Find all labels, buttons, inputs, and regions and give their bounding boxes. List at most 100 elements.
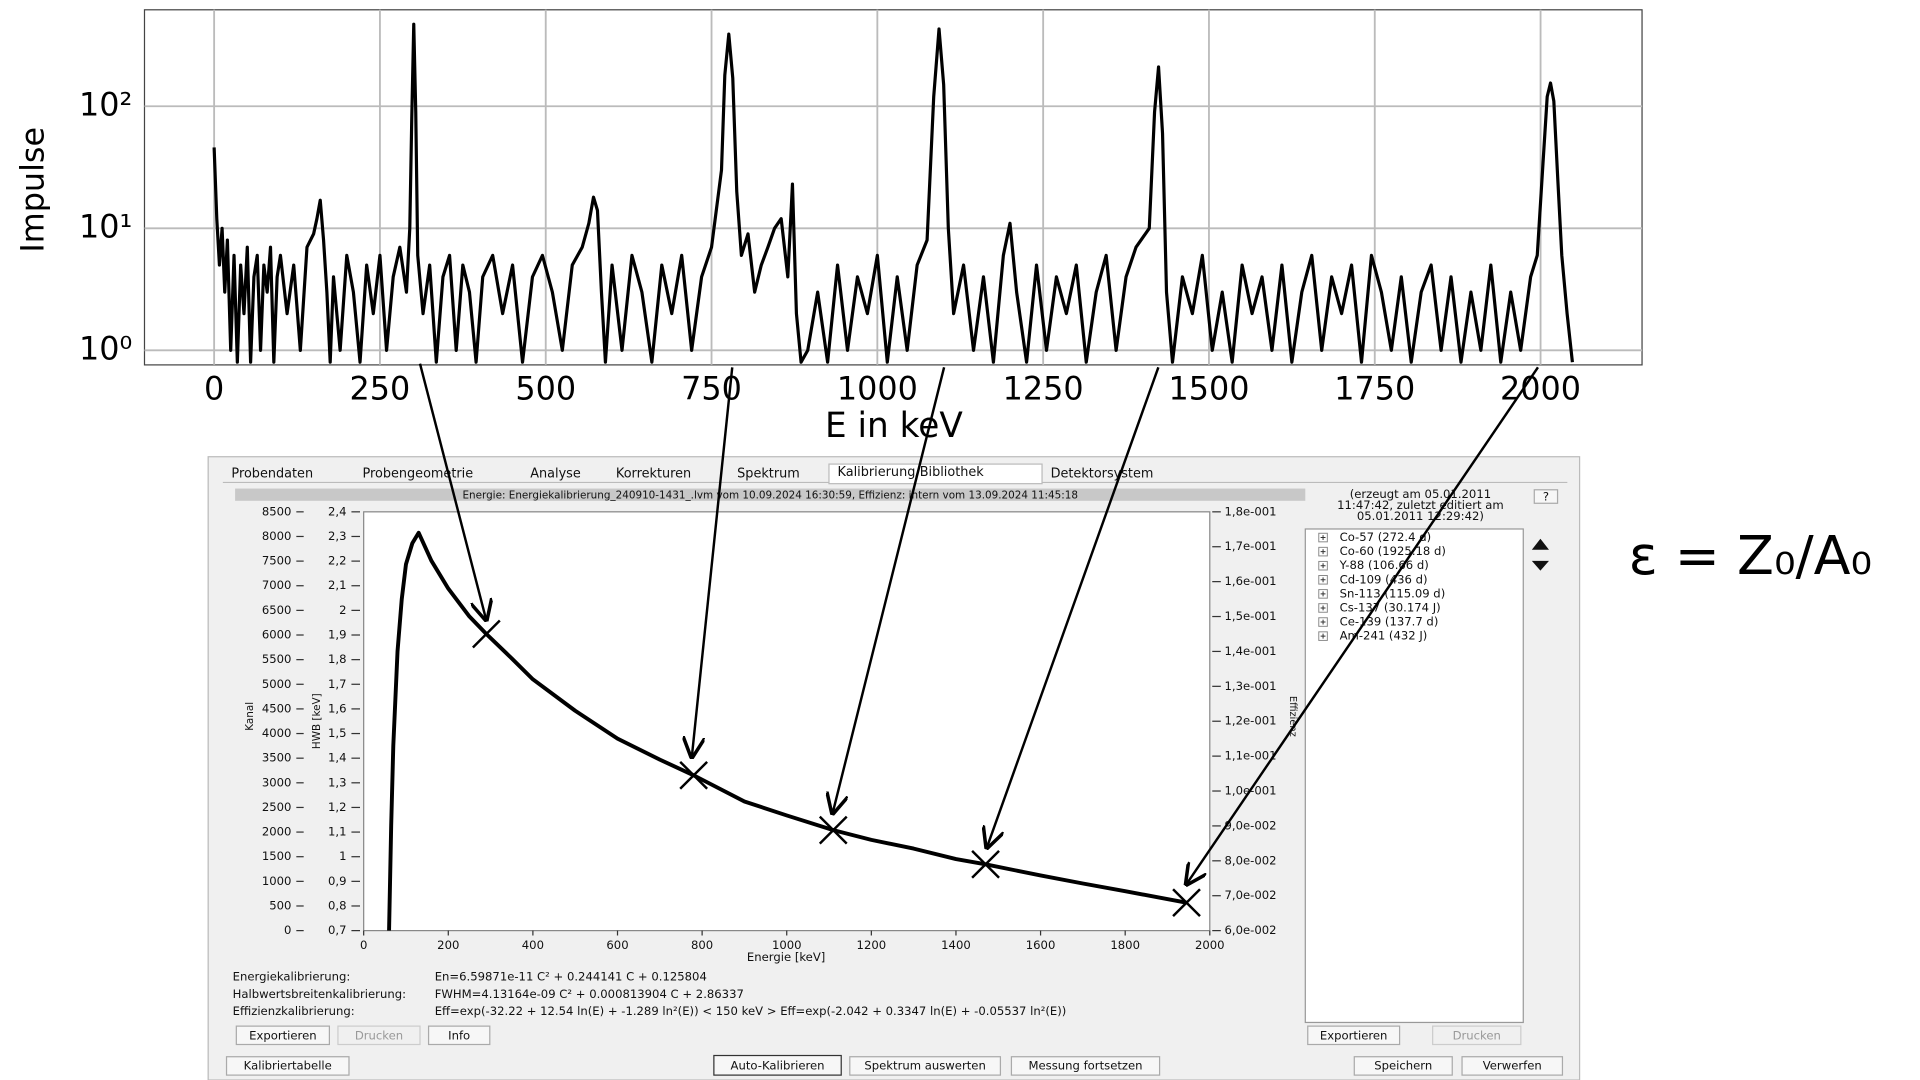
y-axis-label: Impulse — [13, 127, 51, 253]
button-label[interactable]: Kalibriertabelle — [244, 1058, 332, 1072]
y-tick-label: 1,9 — [328, 628, 347, 642]
expander-plus — [1320, 577, 1326, 583]
y-tick-label: 7,0e-002 — [1224, 888, 1276, 902]
formula: FWHM=4.13164e-09 C² + 0.000813904 C + 2.… — [435, 987, 744, 1001]
y-tick-label: 1,1e-001 — [1224, 749, 1276, 763]
library-item[interactable]: Cs-137 (30.174 J) — [1340, 600, 1441, 614]
x-tick-label: 400 — [522, 938, 544, 952]
button-label[interactable]: Messung fortsetzen — [1028, 1058, 1142, 1072]
y-tick-label: 2,3 — [328, 529, 347, 543]
scroll-arrows[interactable] — [1531, 538, 1549, 571]
button[interactable] — [1432, 1025, 1522, 1046]
data-marker — [679, 760, 708, 790]
button-label[interactable]: Speichern — [1374, 1058, 1432, 1072]
y-axis-label: Kanal — [244, 702, 256, 731]
data-marker — [971, 849, 1000, 879]
x-tick-label: 2000 — [1500, 370, 1581, 408]
button-label[interactable]: Auto-Kalibrieren — [731, 1058, 825, 1072]
help-label[interactable]: ? — [1543, 490, 1549, 504]
library-item[interactable]: Co-57 (272.4 d) — [1340, 530, 1432, 544]
y-tick-label: 5000 — [262, 677, 292, 691]
arrow — [692, 367, 734, 756]
library-item[interactable]: Cd-109 (436 d) — [1340, 572, 1428, 586]
library-note: 05.01.2011 12:29:42) — [1357, 509, 1484, 523]
x-tick-label: 0 — [204, 370, 224, 408]
y-tick-label: 1,1 — [328, 825, 347, 839]
library-item[interactable]: Ce-139 (137.7 d) — [1340, 615, 1439, 629]
y-tick-label: 1500 — [262, 849, 292, 863]
expander-plus — [1320, 591, 1326, 597]
button[interactable] — [1010, 1056, 1161, 1076]
y-tick-label: 6,0e-002 — [1224, 923, 1276, 937]
info-bar — [235, 488, 1306, 501]
arrow — [987, 366, 1160, 847]
y-tick-label: 9,0e-002 — [1224, 818, 1276, 832]
button[interactable] — [1307, 1025, 1401, 1046]
button[interactable] — [713, 1054, 842, 1076]
expander-plus — [1320, 563, 1326, 569]
y-tick-label: 1,7 — [328, 677, 347, 691]
y-tick-label: 3000 — [262, 775, 292, 789]
y-tick-label: 1,5 — [328, 726, 347, 740]
x-tick-label: 250 — [350, 370, 411, 408]
tab[interactable]: Analyse — [530, 466, 581, 481]
y2-axis-label: Effizienz — [1287, 696, 1298, 737]
y-tick-label: 1000 — [262, 874, 292, 888]
button-label[interactable]: Spektrum auswerten — [864, 1058, 985, 1072]
button[interactable] — [225, 1056, 350, 1076]
button[interactable] — [1461, 1056, 1564, 1076]
x-axis-label: Energie [keV] — [747, 950, 825, 964]
tab[interactable]: Detektorsystem — [1051, 466, 1154, 481]
y-tick-label: 1,7e-001 — [1224, 539, 1276, 553]
y-tick-label: 0 — [284, 923, 291, 937]
expander-plus — [1320, 535, 1326, 540]
help-button[interactable] — [1533, 489, 1559, 504]
arrow — [1187, 366, 1539, 884]
button[interactable] — [849, 1056, 1002, 1076]
x-tick-label: 1600 — [1026, 938, 1056, 952]
library-item[interactable]: Co-60 (1925.18 d) — [1340, 544, 1446, 558]
button-label[interactable]: Exportieren — [1320, 1028, 1387, 1042]
arrows — [418, 363, 1539, 884]
button-label[interactable]: Drucken — [1453, 1028, 1501, 1042]
button-label[interactable]: Verwerfen — [1483, 1058, 1542, 1072]
library-item[interactable]: Y-88 (106.66 d) — [1339, 558, 1429, 572]
y-tick-label: 2500 — [262, 800, 292, 814]
y-tick-label: 1,8e-001 — [1224, 504, 1276, 518]
button[interactable] — [1353, 1056, 1453, 1076]
data-marker — [472, 619, 501, 649]
x-tick-label: 200 — [437, 938, 459, 952]
y-tick-label: 10² — [79, 85, 132, 123]
x-tick-label: 800 — [691, 938, 713, 952]
x-tick-label: 0 — [360, 938, 367, 952]
y-tick-label: 10⁰ — [79, 329, 132, 367]
library-item[interactable]: Sn-113 (115.09 d) — [1340, 586, 1446, 600]
x-axis-label: E in keV — [825, 406, 963, 446]
library-item[interactable]: Am-241 (432 J) — [1340, 629, 1428, 643]
tab[interactable]: Kalibrierung/Bibliothek — [838, 465, 985, 480]
y-axis-label: HWB [keV] — [311, 693, 323, 749]
y-tick-label: 3500 — [262, 751, 292, 765]
button[interactable] — [427, 1025, 491, 1046]
tab[interactable]: Spektrum — [737, 466, 800, 481]
y-tick-label: 1,3e-001 — [1224, 679, 1276, 693]
data-line — [212, 22, 1574, 364]
button[interactable] — [337, 1025, 421, 1046]
tab[interactable]: Probendaten — [231, 466, 313, 481]
data-marker — [818, 815, 848, 845]
y-tick-label: 0,8 — [328, 898, 347, 912]
button[interactable] — [235, 1025, 331, 1046]
y-tick-label: 7000 — [262, 578, 292, 592]
x-tick-label: 600 — [606, 938, 628, 952]
button-label[interactable]: Exportieren — [249, 1028, 316, 1042]
button-label[interactable]: Drucken — [355, 1028, 403, 1042]
y-tick-label: 10¹ — [79, 207, 132, 245]
formula-label: Halbwertsbreitenkalibrierung: — [233, 987, 406, 1001]
formula: En=6.59871e-11 C² + 0.244141 C + 0.12580… — [435, 970, 707, 984]
y-tick-label: 1,8 — [328, 652, 347, 666]
tab[interactable]: Probengeometrie — [362, 466, 473, 481]
button-label[interactable]: Info — [448, 1028, 470, 1042]
data-marker — [1172, 888, 1201, 918]
tab[interactable]: Korrekturen — [616, 466, 691, 481]
y-tick-label: 1,4e-001 — [1224, 644, 1276, 658]
